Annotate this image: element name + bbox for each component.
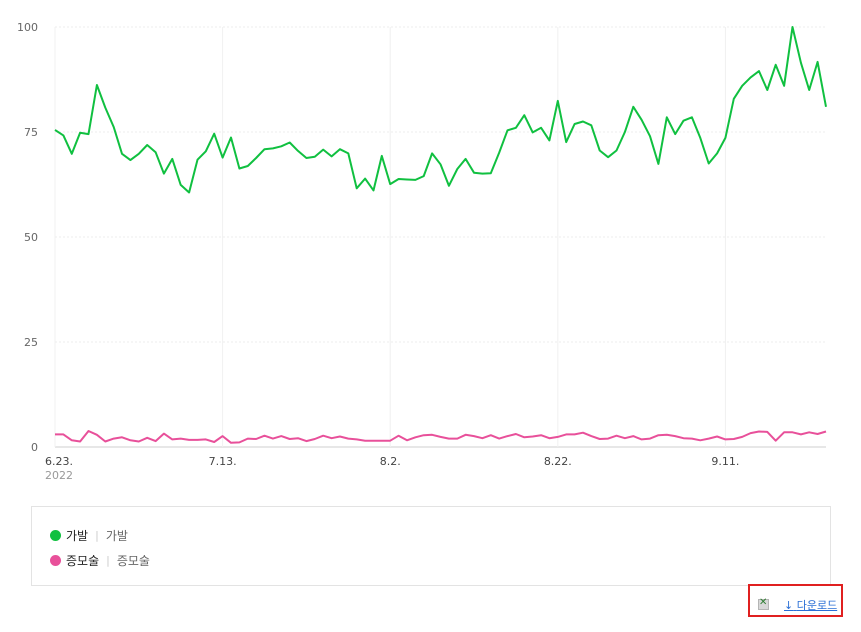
legend-color-dot-jeungmosul bbox=[50, 555, 61, 566]
legend-sublabel-gabal: 가발 bbox=[105, 529, 128, 543]
x-tick-label: 6.23. bbox=[45, 455, 73, 468]
x-tick-label: 8.2. bbox=[380, 455, 401, 468]
x-tick-label: 7.13. bbox=[209, 455, 237, 468]
legend-separator: | bbox=[106, 554, 110, 567]
legend-color-dot-gabal bbox=[50, 530, 61, 541]
trend-line-chart: 0 25 50 75 100 6.23. 7.13. 8.2. 8.22. 9.11. 2022 bbox=[17, 21, 827, 482]
download-arrow-icon: ↓ bbox=[784, 599, 794, 612]
y-tick-label: 0 bbox=[31, 441, 38, 454]
y-tick-label: 75 bbox=[24, 126, 38, 139]
download-link[interactable]: ↓ 다운로드 bbox=[784, 597, 837, 613]
x-axis-tick-labels: 6.23. 7.13. 8.2. 8.22. 9.11. bbox=[45, 455, 739, 468]
download-label: 다운로드 bbox=[796, 599, 838, 612]
series-lines bbox=[54, 26, 827, 444]
legend-item-jeungmosul[interactable]: 증모술 | 증모술 bbox=[50, 552, 150, 569]
grid-lines bbox=[54, 26, 826, 448]
x-tick-label: 9.11. bbox=[711, 455, 739, 468]
y-axis-tick-labels: 0 25 50 75 100 bbox=[17, 21, 38, 454]
series-line-gabal[interactable] bbox=[54, 26, 827, 194]
y-tick-label: 25 bbox=[24, 336, 38, 349]
legend-separator: | bbox=[95, 529, 99, 542]
legend-label-gabal: 가발 bbox=[66, 529, 89, 543]
download-area: ↓ 다운로드 bbox=[748, 584, 843, 617]
excel-icon[interactable] bbox=[758, 597, 769, 610]
y-tick-label: 100 bbox=[17, 21, 38, 34]
legend-panel: 가발 | 가발 증모술 | 증모술 bbox=[31, 506, 831, 586]
series-line-jeungmosul[interactable] bbox=[55, 430, 827, 444]
legend-item-gabal[interactable]: 가발 | 가발 bbox=[50, 527, 128, 544]
legend-sublabel-jeungmosul: 증모술 bbox=[116, 554, 150, 568]
legend-label-jeungmosul: 증모술 bbox=[66, 554, 100, 568]
x-axis-year-label: 2022 bbox=[45, 469, 73, 482]
y-tick-label: 50 bbox=[24, 231, 38, 244]
x-tick-label: 8.22. bbox=[544, 455, 572, 468]
